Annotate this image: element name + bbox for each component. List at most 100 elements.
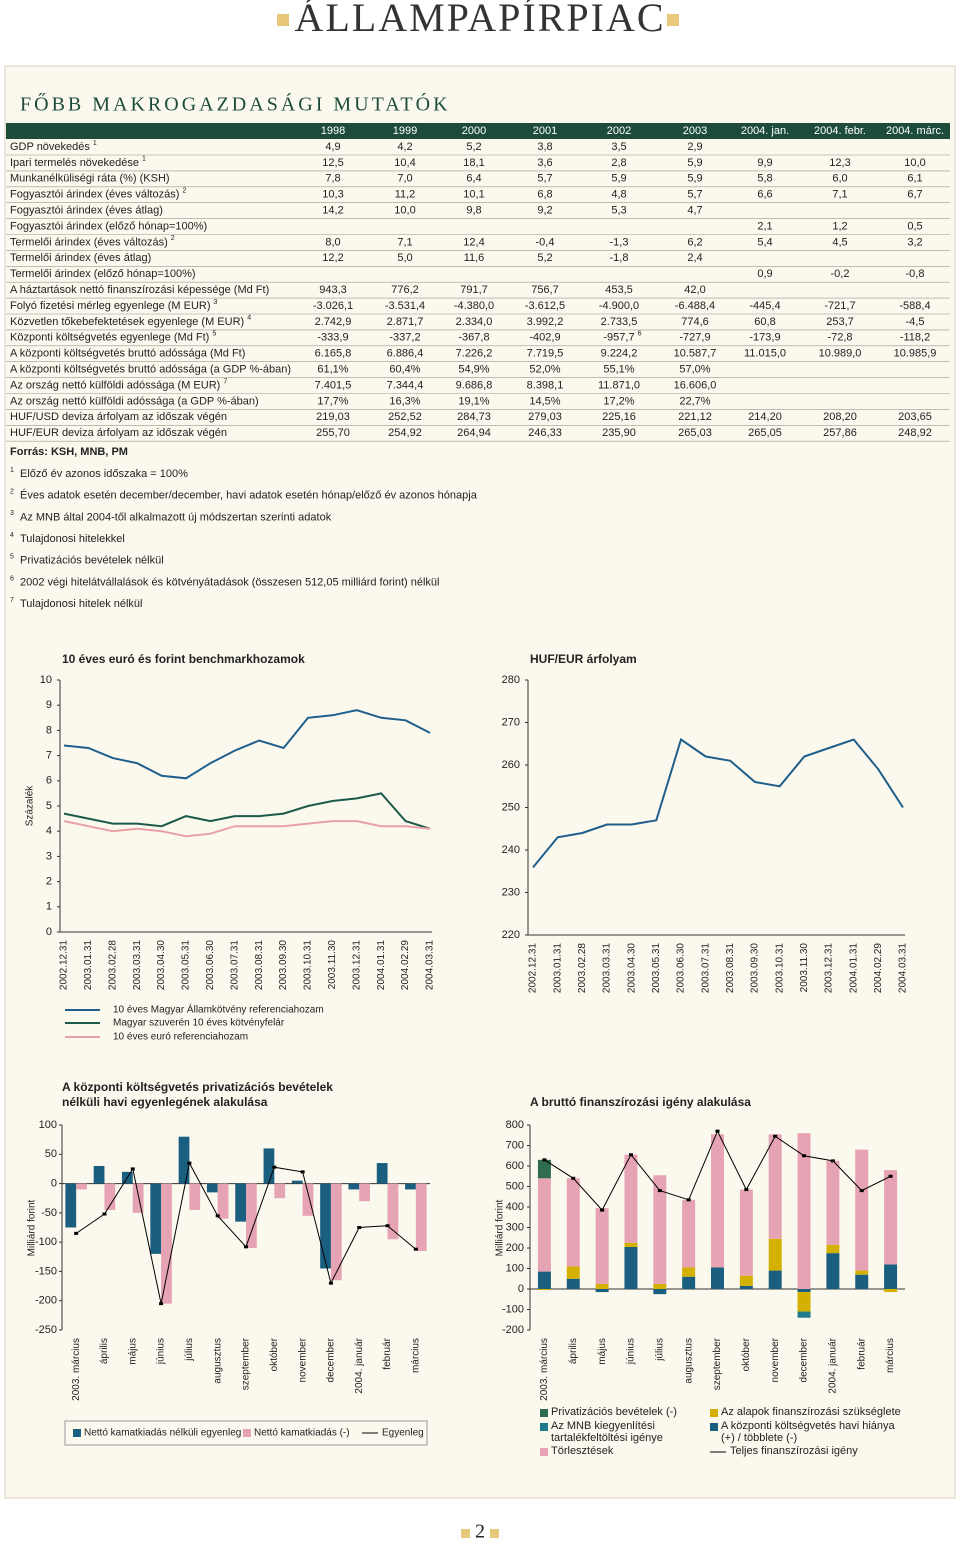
cell: 52,0% — [529, 364, 560, 376]
cell: 265,03 — [678, 427, 712, 439]
row-label: Az ország nettó külföldi adóssága (M EUR… — [10, 379, 220, 391]
bar — [132, 1183, 144, 1213]
bar — [415, 1183, 427, 1251]
point-marker — [244, 1245, 248, 1249]
y-tick-label: 250 — [502, 801, 520, 813]
point-marker — [686, 1198, 691, 1202]
footnote-mark: 2 — [10, 489, 14, 496]
bar — [217, 1183, 229, 1219]
bar — [387, 1183, 399, 1240]
point-marker — [102, 1212, 107, 1216]
row-label: Termelői árindex (éves átlag) — [10, 252, 151, 264]
cell: -721,7 — [824, 300, 855, 312]
y-tick-label: 2 — [46, 876, 52, 888]
x-tick-label: december — [799, 1337, 810, 1382]
row-label: HUF/EUR deviza árfolyam az időszak végén — [10, 427, 227, 439]
x-tick-label: 2003.10.31 — [303, 940, 314, 990]
legend-swatch — [710, 1423, 718, 1431]
bar-segment — [884, 1170, 898, 1265]
series-line — [63, 709, 431, 780]
cell: 7.226,2 — [456, 348, 493, 360]
legend-label: A központi költségvetés havi hiánya (+) … — [721, 1420, 895, 1444]
legend-swatch — [540, 1409, 548, 1417]
cell: 9,2 — [537, 205, 552, 217]
bar-segment — [566, 1178, 580, 1267]
footnote-ref: 5 — [212, 331, 216, 338]
chart-title: A központi költségvetés privatizációs be… — [62, 1080, 333, 1109]
bar-segment — [826, 1253, 840, 1289]
cell: 2,9 — [687, 141, 702, 153]
row-label: Fogyasztói árindex (éves változás) — [10, 189, 179, 201]
footnote-mark: 7 — [10, 597, 14, 604]
x-tick-label: 2003.06.30 — [205, 940, 216, 990]
row-label: A központi költségvetés bruttó adóssága … — [10, 348, 245, 360]
cell: 60,8 — [754, 316, 775, 328]
cell: -4,5 — [906, 316, 925, 328]
bar — [330, 1183, 342, 1281]
x-tick-label: december — [326, 1337, 337, 1382]
x-tick-label: 2004.01.31 — [376, 940, 387, 990]
cell: 4,9 — [325, 141, 340, 153]
y-tick-label: 6 — [46, 775, 52, 787]
x-tick-label: 2003.10.31 — [774, 943, 785, 993]
x-tick-label: 2003.03.31 — [602, 943, 613, 993]
bar-segment — [624, 1246, 638, 1289]
cell: 60,4% — [389, 364, 420, 376]
cell: -333,9 — [317, 332, 348, 344]
bar — [161, 1183, 172, 1304]
cell: -3.531,4 — [385, 300, 425, 312]
cell: 4,2 — [397, 141, 412, 153]
x-tick-label: 2004.03.31 — [898, 943, 909, 993]
bar-segment — [711, 1267, 724, 1289]
bar — [320, 1183, 331, 1269]
row-label: Munkanélküliségi ráta (%) (KSH) — [10, 173, 170, 185]
cell: 11,6 — [464, 252, 485, 264]
x-tick-label: 2003.01.31 — [83, 940, 94, 990]
cell: -173,9 — [749, 332, 780, 344]
cell: 19,1% — [458, 395, 489, 407]
bar — [206, 1183, 218, 1193]
point-marker — [215, 1214, 220, 1218]
cell: 5,7 — [537, 173, 552, 185]
cell: 9,9 — [757, 157, 772, 169]
legend-label: 10 éves euró referenciahozam — [113, 1032, 248, 1043]
point-marker — [600, 1208, 605, 1212]
legend-swatch — [73, 1429, 81, 1437]
bar-segment — [653, 1283, 667, 1289]
cell: 3,2 — [907, 236, 922, 248]
cell: -588,4 — [899, 300, 930, 312]
bar-segment — [739, 1189, 753, 1276]
cell: 5,0 — [397, 252, 412, 264]
x-tick-label: február — [382, 1337, 393, 1369]
cell: 5,2 — [466, 141, 481, 153]
cell: 2.742,9 — [315, 316, 352, 328]
cell: 776,2 — [391, 284, 419, 296]
cell: 5,2 — [537, 252, 552, 264]
row-label: A központi költségvetés bruttó adóssága … — [10, 364, 291, 376]
x-tick-label: 2003.04.30 — [626, 943, 637, 993]
cell: 7,0 — [397, 173, 412, 185]
bar — [150, 1183, 162, 1254]
point-marker — [385, 1224, 390, 1228]
x-tick-label: 2003.12.31 — [351, 940, 362, 990]
cell: 5,9 — [687, 157, 702, 169]
y-tick-label: 9 — [46, 699, 52, 711]
ornament — [277, 14, 289, 26]
y-tick-label: 240 — [502, 844, 520, 856]
legend-label: Egyenleg — [382, 1428, 424, 1439]
x-tick-label: 2003.07.31 — [700, 943, 711, 993]
y-tick-label: 230 — [502, 886, 520, 898]
series-line — [63, 792, 431, 830]
cell: 6,2 — [687, 236, 702, 248]
cell: 3,6 — [537, 157, 552, 169]
page-title: ÁLLAMPAPÍRPIAC — [294, 0, 665, 40]
row-label: Fogyasztói árindex (éves átlag) — [10, 205, 163, 217]
bar-segment — [566, 1278, 580, 1289]
x-tick-label: 2003.05.31 — [181, 940, 192, 990]
y-tick-label: 500 — [506, 1180, 524, 1192]
point-marker — [130, 1167, 135, 1171]
legend-label-box: Az MNB kiegyenlítési tartalékfeltöltési … — [551, 1420, 663, 1444]
cell: 246,33 — [528, 427, 562, 439]
y-tick-label: 10 — [40, 674, 52, 686]
cell: 17,7% — [317, 395, 348, 407]
